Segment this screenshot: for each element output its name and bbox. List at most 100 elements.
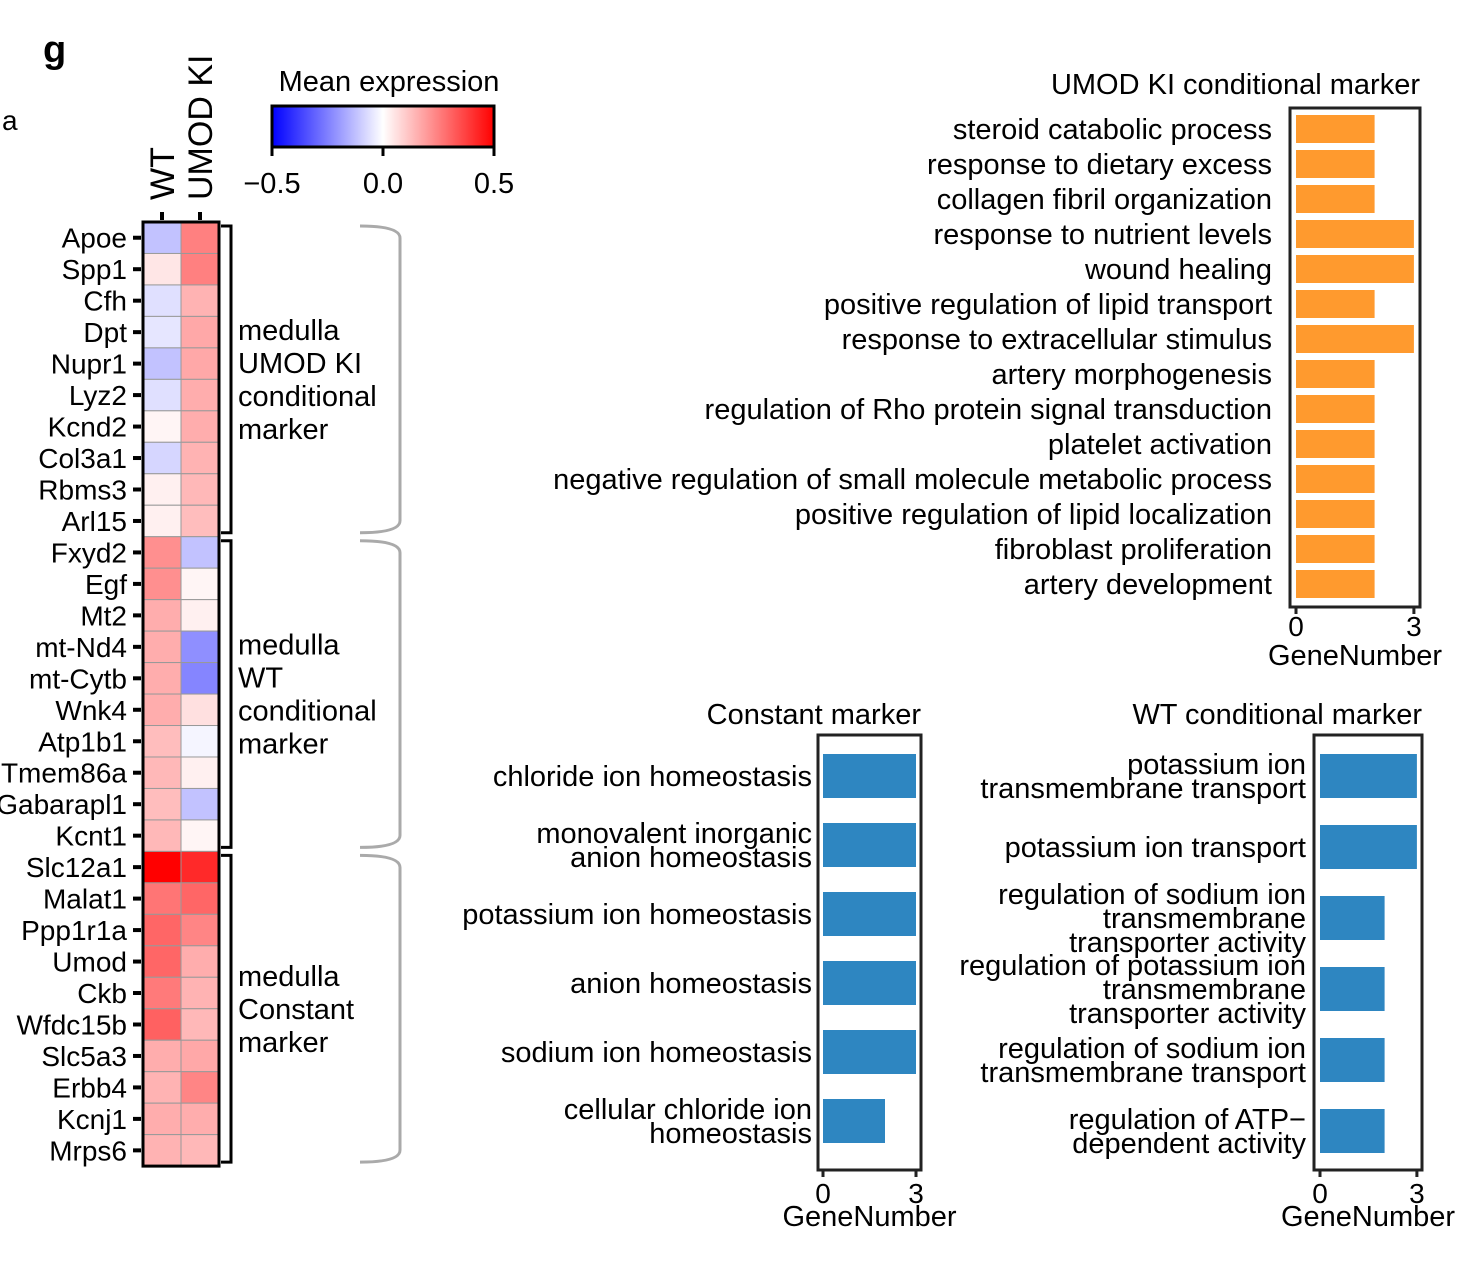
category-label: chloride ion homeostasis [493, 761, 812, 793]
gene-label: Dpt [83, 317, 127, 348]
heatmap-cell [180, 252, 220, 286]
gene-label: Fxyd2 [51, 537, 127, 568]
gene-label: Cfh [83, 286, 127, 317]
panel-title: WT conditional marker [1132, 699, 1422, 731]
heatmap-cell [142, 976, 182, 1010]
bar-panels: UMOD KI conditional marker steroid catabo… [462, 69, 1455, 1233]
heatmap-cell [142, 693, 182, 727]
group-label: conditional [238, 696, 377, 728]
heatmap-cell [142, 284, 182, 317]
category-label: potassium ion homeostasis [462, 899, 812, 931]
bar-panel: UMOD KI conditional marker steroid catabo… [553, 69, 1442, 672]
heatmap-cell [180, 945, 220, 978]
bar [1296, 430, 1375, 458]
gene-label: Arl15 [62, 506, 127, 537]
bar [1296, 500, 1375, 528]
heatmap-cell [142, 315, 182, 349]
heatmap-cell [180, 819, 220, 852]
group-label: marker [238, 729, 329, 761]
gene-label: mt-Cytb [29, 663, 127, 694]
heatmap-cell [142, 347, 182, 380]
category-label: transmembrane transport [980, 773, 1306, 805]
heatmap-cell [180, 630, 220, 664]
x-axis-label: GeneNumber [1281, 1201, 1455, 1233]
gene-label: Mrps6 [49, 1135, 127, 1166]
category-label: regulation of sodium ion [998, 1033, 1306, 1065]
category-label: steroid catabolic process [953, 114, 1272, 146]
colorbar-gradient [270, 104, 496, 149]
heatmap-cell [180, 1008, 220, 1041]
gene-label: Lyz2 [69, 380, 127, 411]
gene-label: Wnk4 [55, 695, 127, 726]
category-label: positive regulation of lipid transport [824, 289, 1272, 321]
heatmap-cell [180, 599, 220, 632]
gene-label: Erbb4 [52, 1072, 127, 1103]
heatmap-cell [142, 504, 182, 538]
heatmap-cell [142, 913, 182, 947]
gene-label: Ppp1r1a [21, 915, 127, 946]
heatmap-cell [180, 473, 220, 506]
category-label: platelet activation [1048, 429, 1272, 461]
heatmap-cell [142, 630, 182, 664]
heatmap-cell [142, 1102, 182, 1136]
group-label: UMOD KI [238, 348, 362, 380]
heatmap-cell [142, 725, 182, 758]
bar [823, 823, 916, 867]
colorbar-tick-label: 0.0 [363, 168, 403, 200]
category-label: regulation of sodium ion [998, 879, 1306, 911]
group-curly-bracket [359, 853, 402, 1164]
heatmap-cell [180, 662, 220, 695]
bar [823, 754, 916, 798]
category-label: regulation of potassium ion [959, 950, 1306, 982]
category-label: artery morphogenesis [992, 359, 1272, 391]
category-label: response to nutrient levels [933, 219, 1272, 251]
heatmap-cell [142, 787, 182, 821]
group-label: medulla [238, 315, 340, 347]
x-axis-label: GeneNumber [1268, 640, 1442, 672]
category-label: potassium ion [1127, 749, 1306, 781]
heatmap-cell [142, 945, 182, 978]
category-label: transmembrane transport [980, 1057, 1306, 1089]
heatmap-cell [142, 567, 182, 601]
x-tick-label: 0 [815, 1178, 831, 1209]
panel-letter: g [43, 29, 66, 71]
heatmap-cell [180, 725, 220, 758]
category-label: monovalent inorganic [536, 818, 812, 850]
bar [1296, 185, 1375, 213]
category-label: potassium ion transport [1005, 832, 1306, 864]
group-label: marker [238, 414, 329, 446]
x-tick-label: 0 [1312, 1178, 1328, 1209]
heatmap-cell [180, 410, 220, 443]
colorbar: Mean expression −0.5 0.0 0.5 [243, 66, 514, 200]
heatmap-cell [142, 441, 182, 475]
heatmap-cell [142, 1134, 182, 1167]
bar [823, 1099, 885, 1143]
category-label: cellular chloride ion [564, 1094, 812, 1126]
heatmap-frame [141, 220, 221, 1168]
panel-frame [1288, 106, 1422, 609]
category-label: transporter activity [1069, 927, 1306, 959]
heatmap-cell [180, 1134, 220, 1167]
heatmap-cell [180, 787, 220, 821]
bar [1320, 896, 1385, 940]
gene-label: Malat1 [43, 884, 127, 915]
heatmap-cell [142, 1039, 182, 1073]
column-label: WT [144, 147, 182, 200]
heatmap: ApoeSpp1CfhDptNupr1Lyz2Kcnd2Col3a1Rbms3A… [0, 55, 402, 1168]
category-label: response to extracellular stimulus [842, 324, 1272, 356]
panel-title: Constant marker [707, 699, 922, 731]
category-label: regulation of Rho protein signal transdu… [705, 394, 1272, 426]
group-curly-bracket [359, 539, 402, 849]
bar [823, 1030, 916, 1074]
colorbar-tick-label: −0.5 [243, 168, 300, 200]
gene-label: Kcnd2 [48, 412, 127, 443]
gene-label: Spp1 [62, 254, 127, 285]
heatmap-cell [180, 693, 220, 727]
heatmap-cell [180, 536, 220, 569]
bar [1296, 325, 1414, 353]
group-curly-bracket [359, 224, 402, 535]
heatmap-cell [180, 441, 220, 475]
category-label: transmembrane [1103, 974, 1306, 1006]
